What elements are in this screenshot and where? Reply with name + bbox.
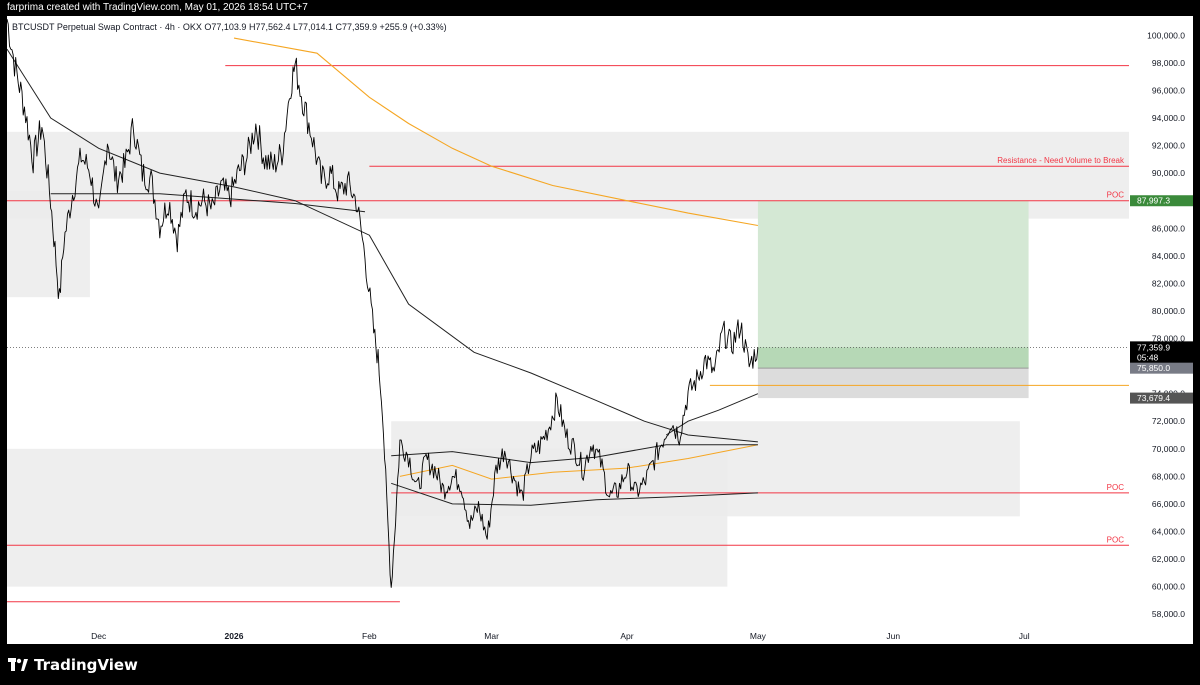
target-price-label: 87,997.3 [1137,196,1170,206]
time-tick-label: 2026 [225,631,244,641]
profit-zone [757,200,1029,369]
current-price-label: 77,359.9 [1137,342,1170,352]
tradingview-logo-text: TradingView [34,656,138,674]
btc-price-line [6,18,759,588]
ema-orange-lower-line [399,444,758,480]
level-label-poc-lower: POC [1107,535,1125,544]
price-tick-label: 58,000.0 [1152,609,1185,619]
time-tick-label: Mar [484,631,499,641]
entry-price-label-bg [1130,362,1193,374]
time-tick-label: Feb [362,631,377,641]
stop-price-label-bg [1130,392,1193,404]
price-tick-label: 90,000.0 [1152,168,1185,178]
time-tick-label: Dec [91,631,107,641]
time-tick-label: Jun [886,631,900,641]
ema-orange-line [233,37,758,227]
countdown-label: 05:48 [1137,352,1159,362]
chart-panel[interactable]: Resistance - Need Volume to Break POC POC P… [6,16,1193,644]
price-tick-label: 60,000.0 [1152,582,1185,592]
price-tick-label: 98,000.0 [1152,58,1185,68]
price-tick-label: 96,000.0 [1152,85,1185,95]
price-tick-label: 72,000.0 [1152,416,1185,426]
price-axis[interactable]: 58,000.0 60,000.0 62,000.0 64,000.0 66,000.0… [1129,16,1193,628]
volume-profile-zone [7,448,728,587]
stop-price-label: 73,679.4 [1137,393,1170,403]
horizontal-levels[interactable]: Resistance - Need Volume to Break POC POC P… [7,65,1129,603]
price-tick-label: 82,000.0 [1152,278,1185,288]
price-tick-label: 100,000.0 [1147,30,1185,40]
entry-price-label: 75,850.0 [1137,363,1170,373]
credit-text: farprima created with TradingView.com, M… [7,2,308,13]
price-tick-label: 92,000.0 [1152,141,1185,151]
footer-bar [0,644,1200,685]
price-tick-label: 64,000.0 [1152,527,1185,537]
price-tick-label: 86,000.0 [1152,223,1185,233]
price-tick-label: 68,000.0 [1152,471,1185,481]
volume-profile-zones [7,131,1129,587]
stop-zone [757,368,1029,399]
ma-mid-line [391,444,758,464]
price-tick-label: 66,000.0 [1152,499,1185,509]
price-tick-label: 70,000.0 [1152,444,1185,454]
ma-long-line [50,193,366,213]
symbol-legend[interactable]: BTCUSDT Perpetual Swap Contract · 4h · O… [12,22,447,32]
credit-bar: farprima created with TradingView.com, M… [0,0,1200,16]
price-tick-label: 84,000.0 [1152,251,1185,261]
volume-profile-zone [7,191,90,298]
time-tick-label: Jul [1019,631,1030,641]
price-tick-label: 78,000.0 [1152,334,1185,344]
time-tick-label: Apr [620,631,633,641]
ma-dark-line [6,48,758,443]
level-label-poc-upper: POC [1107,191,1125,200]
price-tick-label: 80,000.0 [1152,306,1185,316]
time-tick-label: May [750,631,767,641]
price-tick-label: 62,000.0 [1152,554,1185,564]
price-series [6,18,759,588]
price-axis-background [1129,16,1193,628]
ma-low-line [391,482,758,506]
open-profit-zone [757,347,1029,369]
current-price-label-bg [1130,341,1193,364]
price-chart[interactable]: Resistance - Need Volume to Break POC POC P… [6,16,1193,644]
level-label-resistance-need-volume: Resistance - Need Volume to Break [997,156,1125,165]
price-tick-label: 94,000.0 [1152,113,1185,123]
time-axis[interactable]: Dec 2026 Feb Mar Apr May Jun Jul [91,631,1030,641]
long-position-tool[interactable] [757,200,1029,399]
target-price-label-bg [1130,195,1193,207]
tradingview-logo-icon [8,658,28,671]
tradingview-logo[interactable]: TradingView [8,656,138,674]
level-label-poc-middle: POC [1107,483,1125,492]
